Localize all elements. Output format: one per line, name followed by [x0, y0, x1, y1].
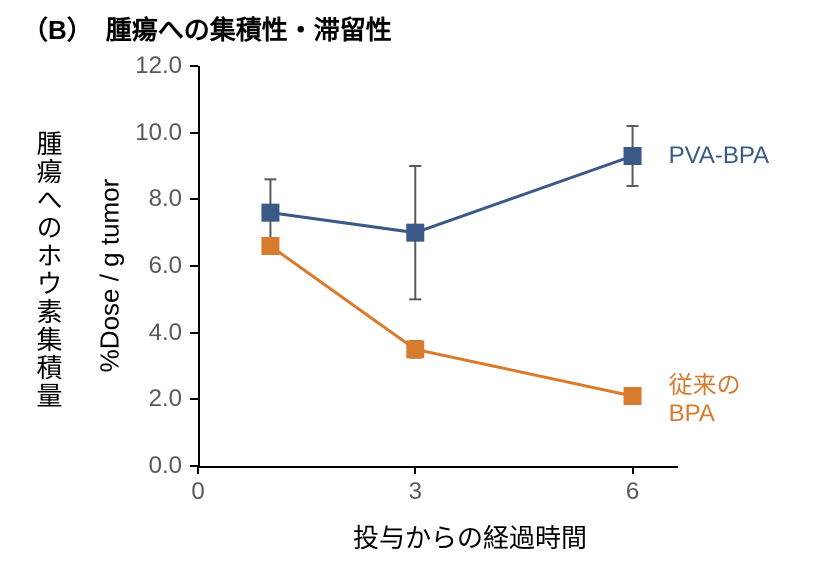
- xtick-label: 0: [191, 478, 204, 506]
- ytick-label: 0.0: [122, 452, 182, 480]
- series-line-pva_bpa: [270, 156, 632, 233]
- ytick-mark: [190, 265, 198, 267]
- ytick-label: 2.0: [122, 385, 182, 413]
- xtick-mark: [197, 466, 199, 474]
- ytick-label: 4.0: [122, 319, 182, 347]
- legend-bpa-line2: BPA: [669, 400, 741, 428]
- legend-pva_bpa: PVA-BPA: [669, 142, 769, 170]
- ytick-mark: [190, 332, 198, 334]
- series-marker-pva_bpa: [261, 204, 279, 222]
- ytick-mark: [190, 398, 198, 400]
- series-marker-pva_bpa: [624, 147, 642, 165]
- series-line-bpa: [270, 246, 632, 396]
- series-marker-bpa: [624, 387, 642, 405]
- series-marker-bpa: [261, 237, 279, 255]
- ytick-mark: [190, 198, 198, 200]
- xtick-mark: [632, 466, 634, 474]
- ytick-label: 12.0: [122, 52, 182, 80]
- ytick-label: 10.0: [122, 119, 182, 147]
- ytick-mark: [190, 132, 198, 134]
- ytick-label: 6.0: [122, 252, 182, 280]
- legend-bpa: 従来のBPA: [669, 372, 741, 427]
- ytick-label: 8.0: [122, 185, 182, 213]
- series-marker-bpa: [406, 340, 424, 358]
- xtick-label: 3: [409, 478, 422, 506]
- chart-canvas: （B） 腫瘍への集積性・滞留性 腫瘍へのホウ素集積量 %Dose / g tum…: [0, 0, 821, 568]
- series-marker-pva_bpa: [406, 224, 424, 242]
- xtick-label: 6: [626, 478, 639, 506]
- legend-bpa-line1: 従来の: [669, 372, 741, 400]
- ytick-mark: [190, 65, 198, 67]
- xtick-mark: [414, 466, 416, 474]
